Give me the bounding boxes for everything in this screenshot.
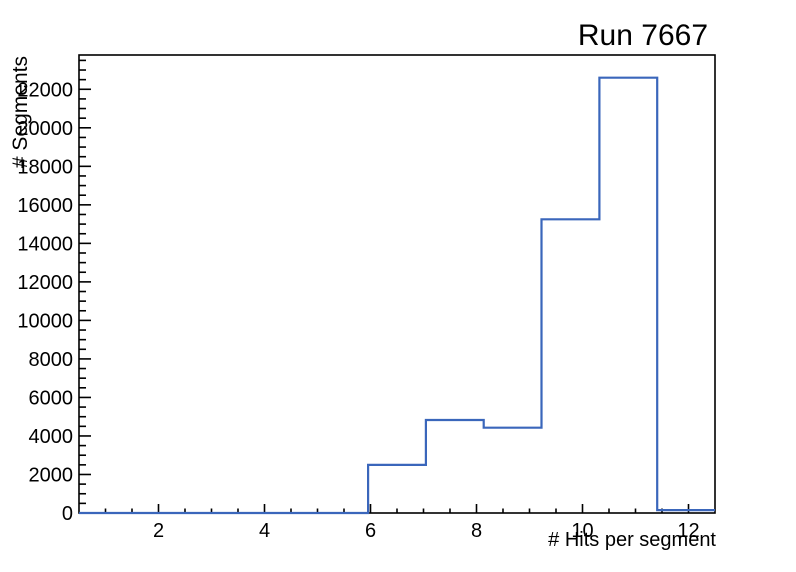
x-axis-title: # Hits per segment	[548, 529, 716, 551]
y-tick-label: 10000	[17, 310, 73, 332]
x-tick-label: 12	[677, 520, 699, 542]
histogram-step-line	[79, 76, 715, 515]
y-tick-label: 20000	[17, 118, 73, 140]
y-tick-label: 12000	[17, 272, 73, 294]
x-tick-label: 6	[365, 520, 376, 542]
x-tick-label: 2	[153, 520, 164, 542]
plot-title: Run 7667	[577, 19, 708, 52]
y-tick-label: 0	[62, 503, 73, 525]
x-tick-label: 4	[259, 520, 270, 542]
y-tick-label: 4000	[29, 426, 74, 448]
y-tick-label: 8000	[29, 349, 74, 371]
y-tick-label: 16000	[17, 195, 73, 217]
y-tick-label: 6000	[29, 387, 74, 409]
x-tick-label: 10	[571, 520, 593, 542]
y-axis-title: # Segments	[9, 56, 32, 169]
y-axis: 0 2000 4000 6000 8000 10000 12000 14000 16000 180…	[17, 59, 91, 525]
y-tick-label: 18000	[17, 156, 73, 178]
x-tick-label: 8	[471, 520, 482, 542]
y-tick-label: 22000	[17, 79, 73, 101]
plot-frame	[78, 54, 716, 514]
y-tick-label: 2000	[29, 464, 74, 486]
y-tick-label: 14000	[17, 233, 73, 255]
x-axis: 2 4 6 8 10 12	[104, 504, 700, 542]
